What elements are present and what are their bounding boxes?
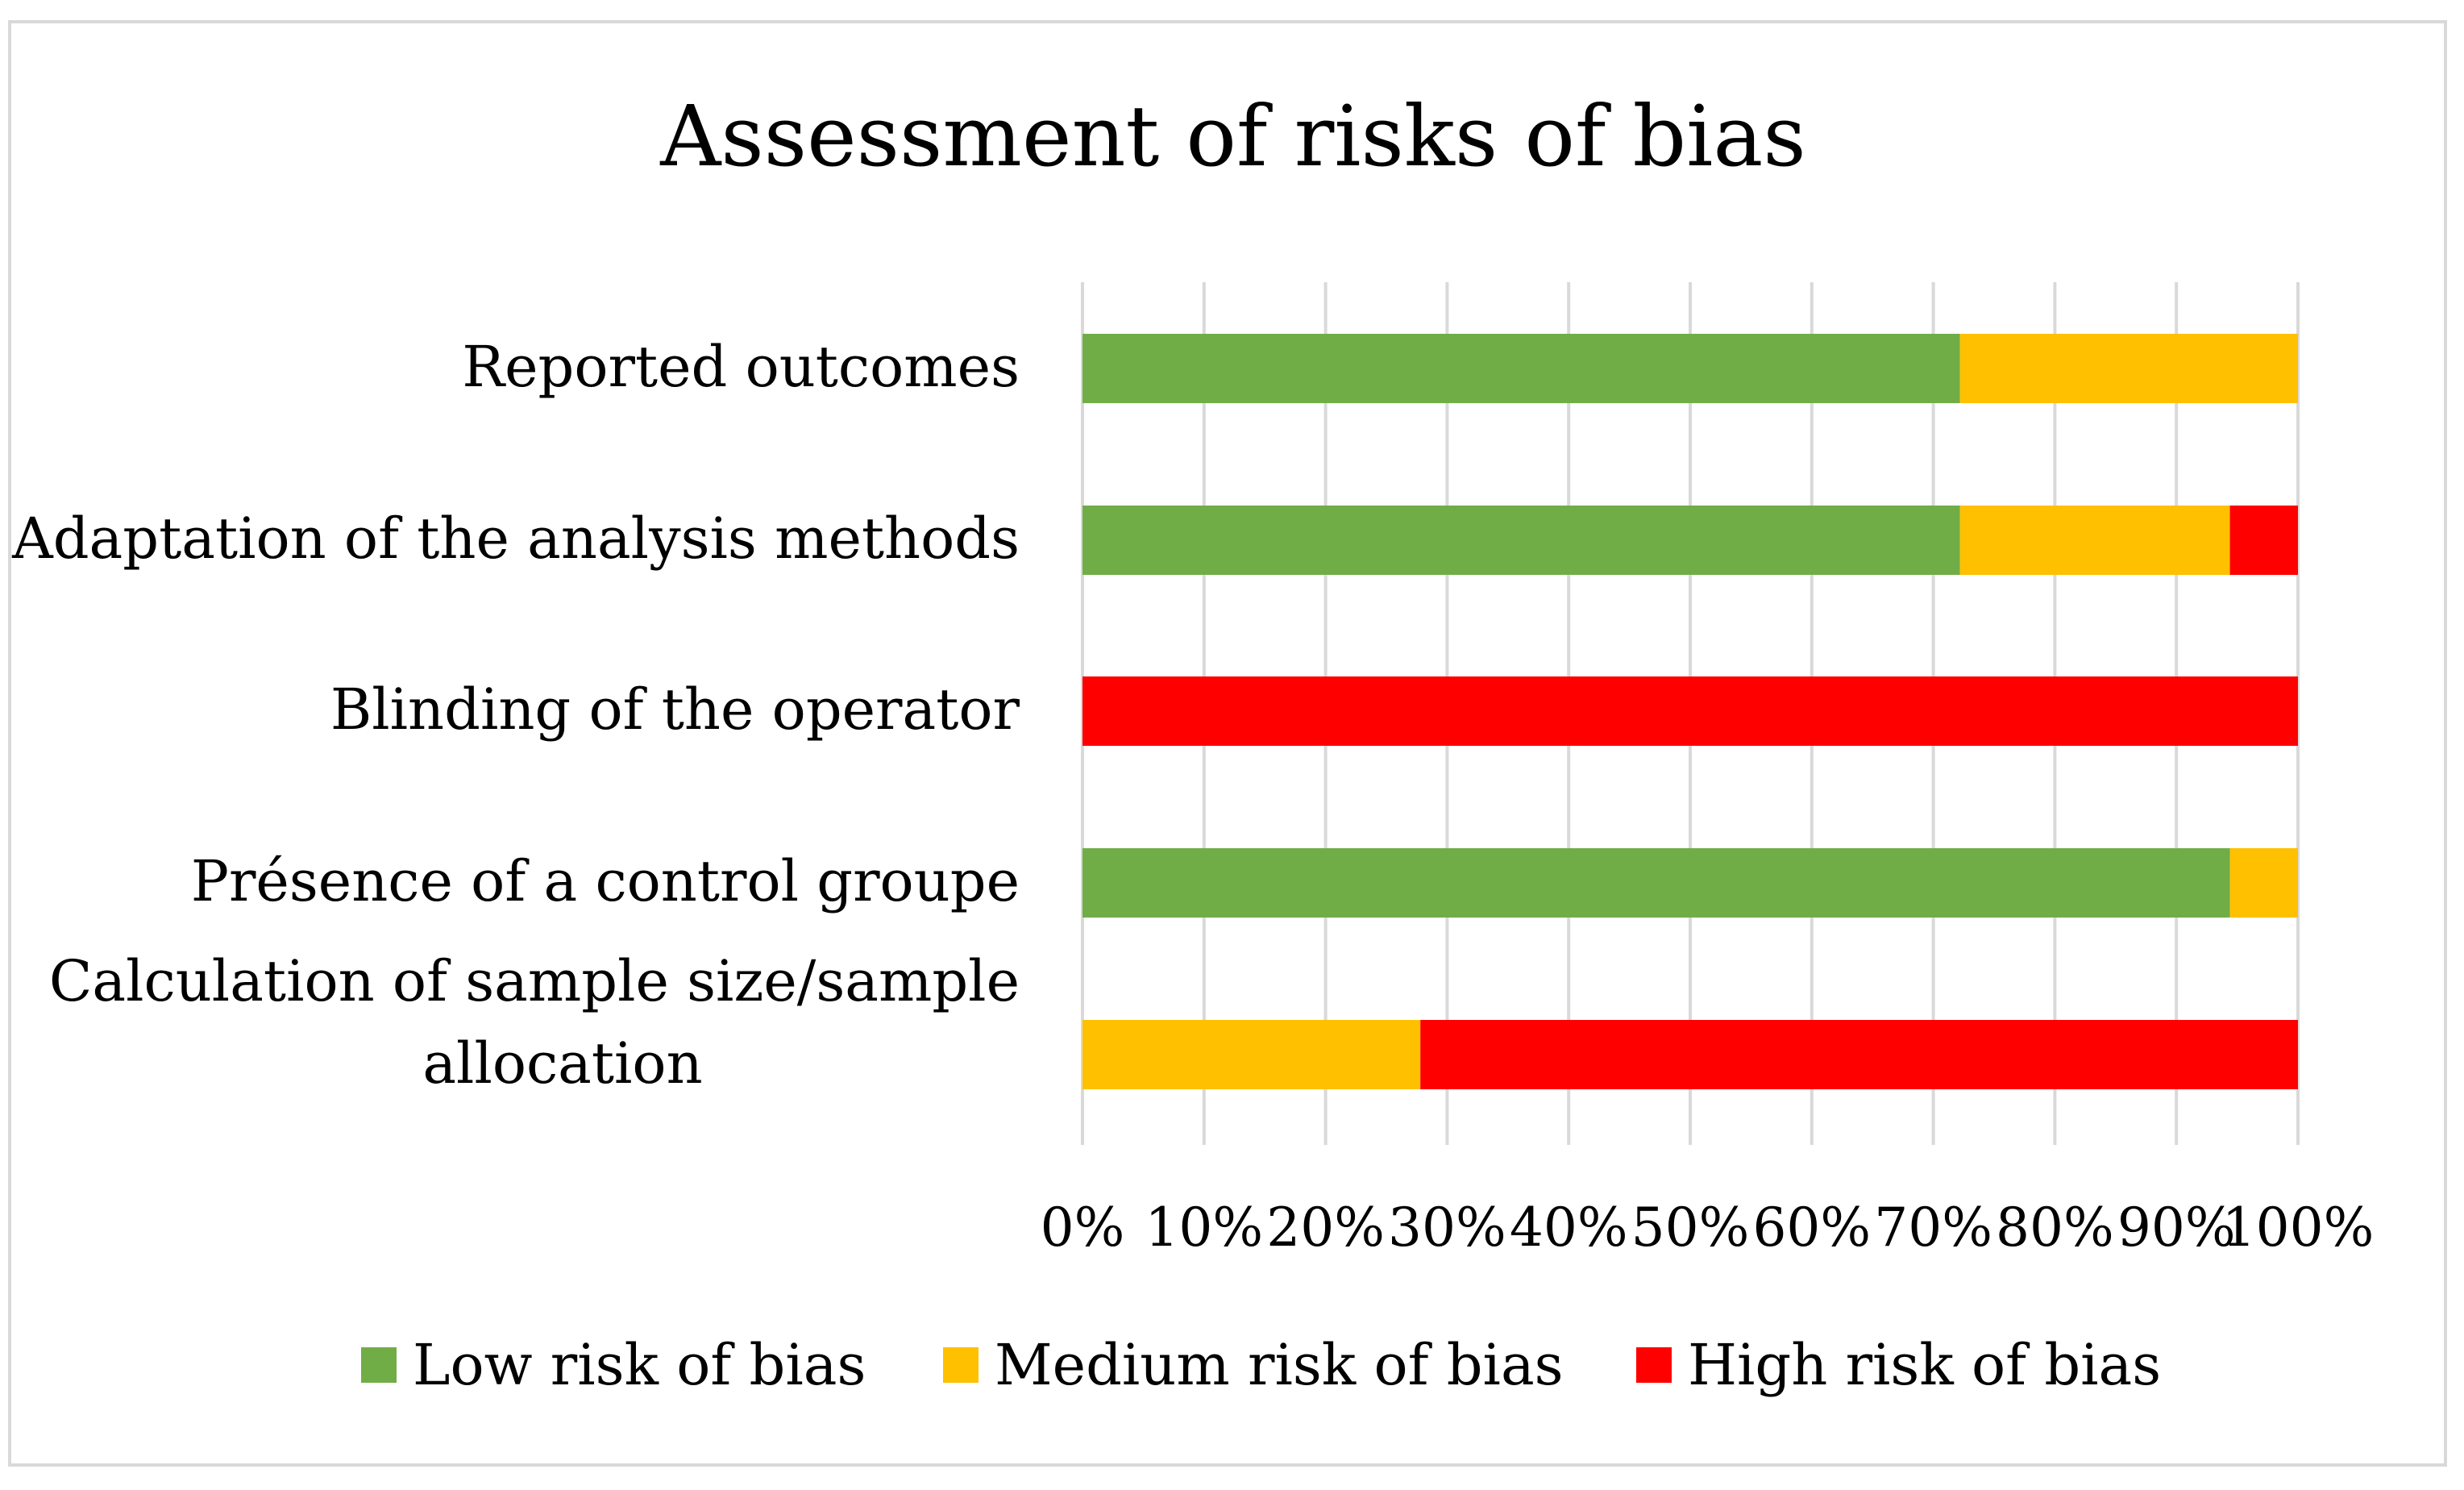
category-label: Blinding of the operator <box>330 676 1020 743</box>
x-tick-label: 50% <box>1631 1197 1750 1259</box>
bar-segment <box>2229 848 2298 918</box>
legend-swatch <box>1636 1347 1672 1383</box>
legend-label: Medium risk of bias <box>995 1332 1564 1398</box>
chart-title: Assessment of risks of bias <box>659 87 1805 185</box>
category-label: Adaptation of the analysis methods <box>11 506 1020 572</box>
bar-segment <box>1420 1020 2298 1089</box>
category-label: Calculation of sample size/sample <box>49 948 1020 1014</box>
x-tick-label: 30% <box>1388 1197 1506 1259</box>
bar-segment <box>1959 506 2230 575</box>
bar-segment <box>1082 506 1960 575</box>
x-tick-label: 90% <box>2117 1197 2236 1259</box>
x-tick-label: 80% <box>1996 1197 2114 1259</box>
legend-swatch <box>943 1347 979 1383</box>
x-tick-label: 10% <box>1145 1197 1263 1259</box>
category-labels: Reported outcomes Adaptation of the analy… <box>11 334 1020 1097</box>
category-label: Présence of a control groupe <box>191 848 1020 914</box>
legend-swatch <box>361 1347 397 1383</box>
x-tick-label: 70% <box>1874 1197 1992 1259</box>
x-tick-label: 100% <box>2222 1197 2375 1259</box>
bar-segment <box>1082 676 2298 746</box>
x-tick-label: 20% <box>1266 1197 1385 1259</box>
bar-segment <box>2229 506 2298 575</box>
legend: Low risk of bias Medium risk of bias High … <box>361 1332 2161 1398</box>
bar-segment <box>1959 334 2298 403</box>
bar-segment <box>1082 1020 1421 1089</box>
bar-segment <box>1082 334 1960 403</box>
bar-segment <box>1082 848 2230 918</box>
category-label: Reported outcomes <box>462 334 1020 400</box>
x-tick-label: 0% <box>1041 1197 1125 1259</box>
bars <box>1082 334 2298 1089</box>
x-tick-label: 60% <box>1752 1197 1871 1259</box>
x-tick-label: 40% <box>1510 1197 1628 1259</box>
legend-label: High risk of bias <box>1688 1332 2161 1398</box>
x-axis-ticks: 0% 10% 20% 30% 40% 50% 60% 70% 80% 90%100% <box>1041 1197 2375 1259</box>
legend-label: Low risk of bias <box>413 1332 866 1398</box>
category-label-continuation: allocation <box>422 1030 702 1097</box>
